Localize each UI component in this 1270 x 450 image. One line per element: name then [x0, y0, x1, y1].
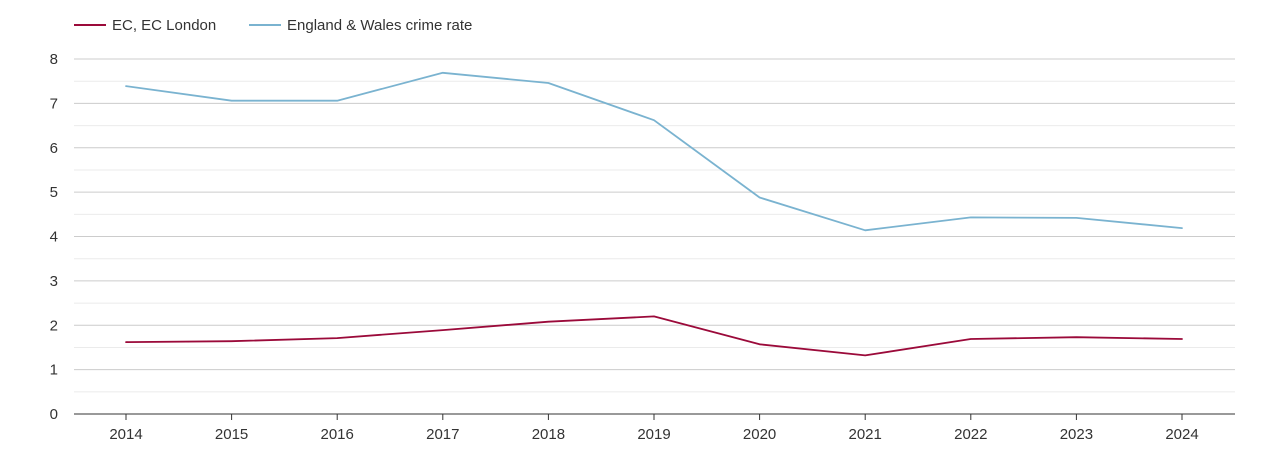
chart-series [125, 71, 1183, 357]
y-tick-label: 8 [50, 51, 58, 68]
x-tick-label: 2018 [532, 426, 565, 443]
y-tick-label: 7 [50, 95, 58, 112]
x-tick-label: 2015 [215, 426, 248, 443]
y-tick-label: 2 [50, 317, 58, 334]
x-tick-label: 2014 [109, 426, 142, 443]
y-tick-label: 4 [50, 229, 58, 246]
chart-legend: EC, EC London England & Wales crime rate [74, 17, 472, 34]
y-tick-label: 5 [50, 184, 58, 201]
x-tick-label: 2022 [954, 426, 987, 443]
y-tick-label: 6 [50, 140, 58, 157]
x-tick-label: 2019 [637, 426, 670, 443]
y-tick-label: 3 [50, 273, 58, 290]
x-tick-label: 2023 [1060, 426, 1093, 443]
series-line-ec-london [125, 315, 1183, 357]
y-tick-label: 1 [50, 362, 58, 379]
series-line-england-wales [125, 71, 1183, 232]
legend-item-england-wales[interactable]: England & Wales crime rate [249, 17, 472, 34]
x-tick-label: 2024 [1165, 426, 1198, 443]
x-tick-label: 2017 [426, 426, 459, 443]
chart-grid [74, 58, 1235, 393]
x-tick-label: 2016 [321, 426, 354, 443]
y-tick-label: 0 [50, 406, 58, 423]
legend-item-ec-london[interactable]: EC, EC London [74, 17, 216, 34]
x-axis: 2014 2015 2016 2017 2018 2019 2020 2021 2022 2023… [74, 413, 1235, 443]
x-tick-label: 2020 [743, 426, 776, 443]
x-tick-label: 2021 [849, 426, 882, 443]
legend-label: England & Wales crime rate [287, 17, 472, 34]
y-axis: 0 1 2 3 4 5 6 7 8 [50, 51, 58, 423]
legend-label: EC, EC London [112, 17, 216, 34]
